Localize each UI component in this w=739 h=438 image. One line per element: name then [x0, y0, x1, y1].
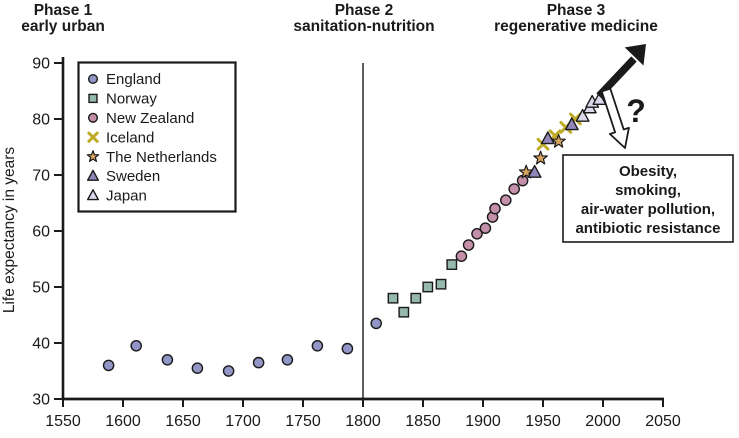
legend-label: Japan [106, 188, 147, 205]
legend-label: The Netherlands [106, 149, 217, 166]
white-decline-arrow [600, 87, 630, 149]
annotation-line-4: antibiotic resistance [575, 220, 720, 237]
phase3-subtitle: regenerative medicine [494, 18, 658, 35]
legend-marker-new-zealand [87, 112, 99, 123]
question-mark: ? [626, 93, 646, 129]
legend-box [77, 61, 237, 213]
data-point-england [281, 353, 294, 366]
data-point-new-zealand [455, 250, 468, 263]
legend-label: New Zealand [106, 110, 194, 127]
data-point-norway [422, 281, 434, 293]
data-point-norway [446, 259, 458, 270]
data-point-the-netherlands [533, 150, 548, 165]
data-point-england [222, 365, 235, 377]
y-tick-label: 90 [32, 56, 50, 73]
data-point-sweden [564, 117, 579, 131]
data-point-the-netherlands [518, 164, 534, 179]
y-tick-label: 60 [32, 224, 50, 241]
data-point-england [191, 362, 204, 375]
x-tick-label: 1650 [165, 413, 201, 430]
y-axis-label: Life expectancy in years [1, 147, 18, 314]
x-tick-label: 2050 [645, 413, 681, 430]
x-tick-label: 1950 [525, 413, 561, 430]
data-point-japan [575, 108, 590, 122]
y-tick-label: 80 [32, 112, 50, 129]
data-point-england [252, 356, 265, 369]
legend-marker-japan [86, 189, 100, 201]
x-tick-label: 1550 [45, 413, 81, 430]
annotation-line-3: air-water pollution, [581, 201, 715, 218]
data-point-england [370, 317, 383, 330]
x-axis-ticks: 1550 1600 1650 1700 1750 1800 1850 1900 1950 2000… [45, 399, 681, 430]
data-points [102, 92, 607, 377]
x-tick-label: 1850 [405, 413, 441, 430]
y-tick-label: 50 [32, 280, 50, 297]
data-point-the-netherlands [551, 133, 566, 148]
phase2-subtitle: sanitation-nutrition [293, 18, 434, 35]
data-point-new-zealand [499, 194, 512, 206]
x-tick-label: 1600 [105, 413, 141, 430]
data-point-sweden [540, 131, 555, 145]
phase1-subtitle: early urban [21, 18, 105, 35]
legend-label: Sweden [106, 168, 160, 185]
y-tick-label: 40 [32, 336, 50, 353]
y-tick-label: 30 [32, 392, 50, 409]
legend-label: Iceland [106, 129, 154, 146]
annotation-box [562, 154, 734, 243]
legend-items: England Norway New Zealand Iceland The Nethe… [86, 71, 217, 205]
phase1-title: Phase 1 [34, 2, 93, 19]
black-arrow-head [624, 44, 646, 66]
legend-marker-iceland [87, 131, 99, 143]
data-point-norway [398, 306, 410, 318]
data-point-england [161, 353, 174, 366]
data-point-new-zealand [471, 227, 483, 240]
data-point-norway [435, 278, 447, 290]
data-point-england [311, 339, 324, 352]
legend-marker-england [87, 73, 99, 85]
data-point-norway [410, 292, 422, 304]
phase3-title: Phase 3 [547, 2, 606, 19]
data-point-new-zealand [462, 239, 475, 251]
data-point-new-zealand [479, 222, 492, 234]
x-tick-label: 1900 [465, 413, 501, 430]
data-point-japan [592, 92, 607, 106]
legend-marker-norway [88, 93, 98, 104]
phase2-title: Phase 2 [335, 2, 394, 19]
y-tick-label: 70 [32, 168, 50, 185]
annotation-line-1: Obesity, [619, 163, 677, 180]
data-point-new-zealand [508, 183, 521, 195]
data-point-england [341, 342, 354, 355]
legend-label: Norway [106, 91, 157, 108]
data-point-sweden [527, 164, 542, 178]
legend-marker-the-netherlands [86, 150, 100, 162]
annotation-line-2: smoking, [615, 182, 681, 199]
data-point-new-zealand [489, 202, 501, 215]
legend-label: England [106, 71, 161, 88]
x-tick-label: 2000 [585, 413, 621, 430]
x-tick-label: 1800 [345, 413, 381, 430]
data-point-england [102, 359, 115, 372]
legend-marker-sweden [86, 169, 100, 181]
data-point-england [130, 339, 142, 352]
x-tick-label: 1700 [225, 413, 261, 430]
y-axis-ticks: 30 40 50 60 70 80 90 [32, 56, 63, 409]
data-point-norway [387, 292, 399, 304]
x-tick-label: 1750 [285, 413, 321, 430]
